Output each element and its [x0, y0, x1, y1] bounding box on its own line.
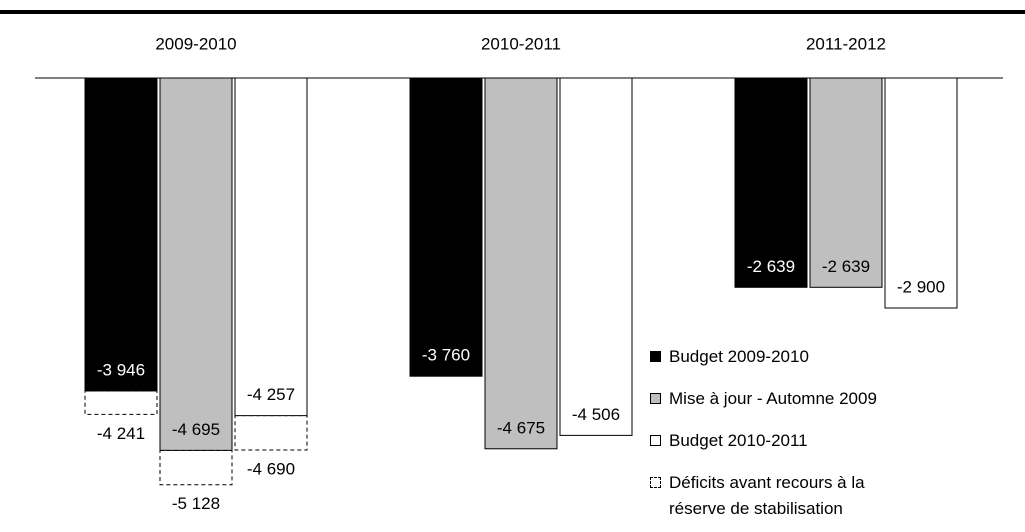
dashed-bar: [84, 390, 158, 415]
legend-label: Mise à jour - Automne 2009: [669, 389, 877, 408]
legend-item: Déficits avant recours à la réserve de s…: [650, 470, 980, 522]
bar: [559, 77, 633, 436]
legend-item: Mise à jour - Automne 2009: [650, 386, 980, 412]
legend-label: Budget 2009-2010: [669, 347, 809, 366]
bar: [234, 77, 308, 417]
legend-label: Budget 2010-2011: [669, 431, 808, 450]
dashed-bar: [159, 449, 233, 486]
value-label: -2 639: [747, 257, 795, 276]
category-label: 2010-2011: [481, 34, 561, 53]
legend-item: Budget 2010-2011: [650, 428, 980, 454]
bar: [884, 77, 958, 309]
value-label: -4 506: [572, 405, 620, 424]
category-label: 2009-2010: [155, 34, 236, 53]
dashed-bar: [234, 415, 308, 451]
value-label: -2 639: [822, 257, 870, 276]
legend-swatch: [650, 477, 661, 488]
value-label: -4 257: [247, 385, 295, 404]
bar: [809, 77, 883, 288]
category-label: 2011-2012: [806, 34, 886, 53]
dashed-value-label: -4 690: [247, 459, 295, 478]
bar: [734, 77, 808, 288]
legend-item: Budget 2009-2010: [650, 344, 980, 370]
legend-swatch: [650, 393, 661, 404]
value-label: -3 760: [422, 346, 470, 365]
dashed-value-label: -5 128: [172, 494, 220, 513]
value-label: -3 946: [97, 360, 145, 379]
value-label: -4 675: [497, 418, 545, 437]
bar: [484, 77, 558, 450]
value-label: -4 695: [172, 420, 220, 439]
legend-swatch: [650, 351, 661, 362]
bar: [409, 77, 483, 377]
bar: [159, 77, 233, 451]
value-label: -2 900: [897, 277, 945, 296]
legend-label: Déficits avant recours à la réserve de s…: [669, 473, 865, 518]
legend: Budget 2009-2010 Mise à jour - Automne 20…: [650, 344, 980, 532]
bar: [84, 77, 158, 392]
legend-swatch: [650, 435, 661, 446]
dashed-value-label: -4 241: [97, 424, 145, 443]
